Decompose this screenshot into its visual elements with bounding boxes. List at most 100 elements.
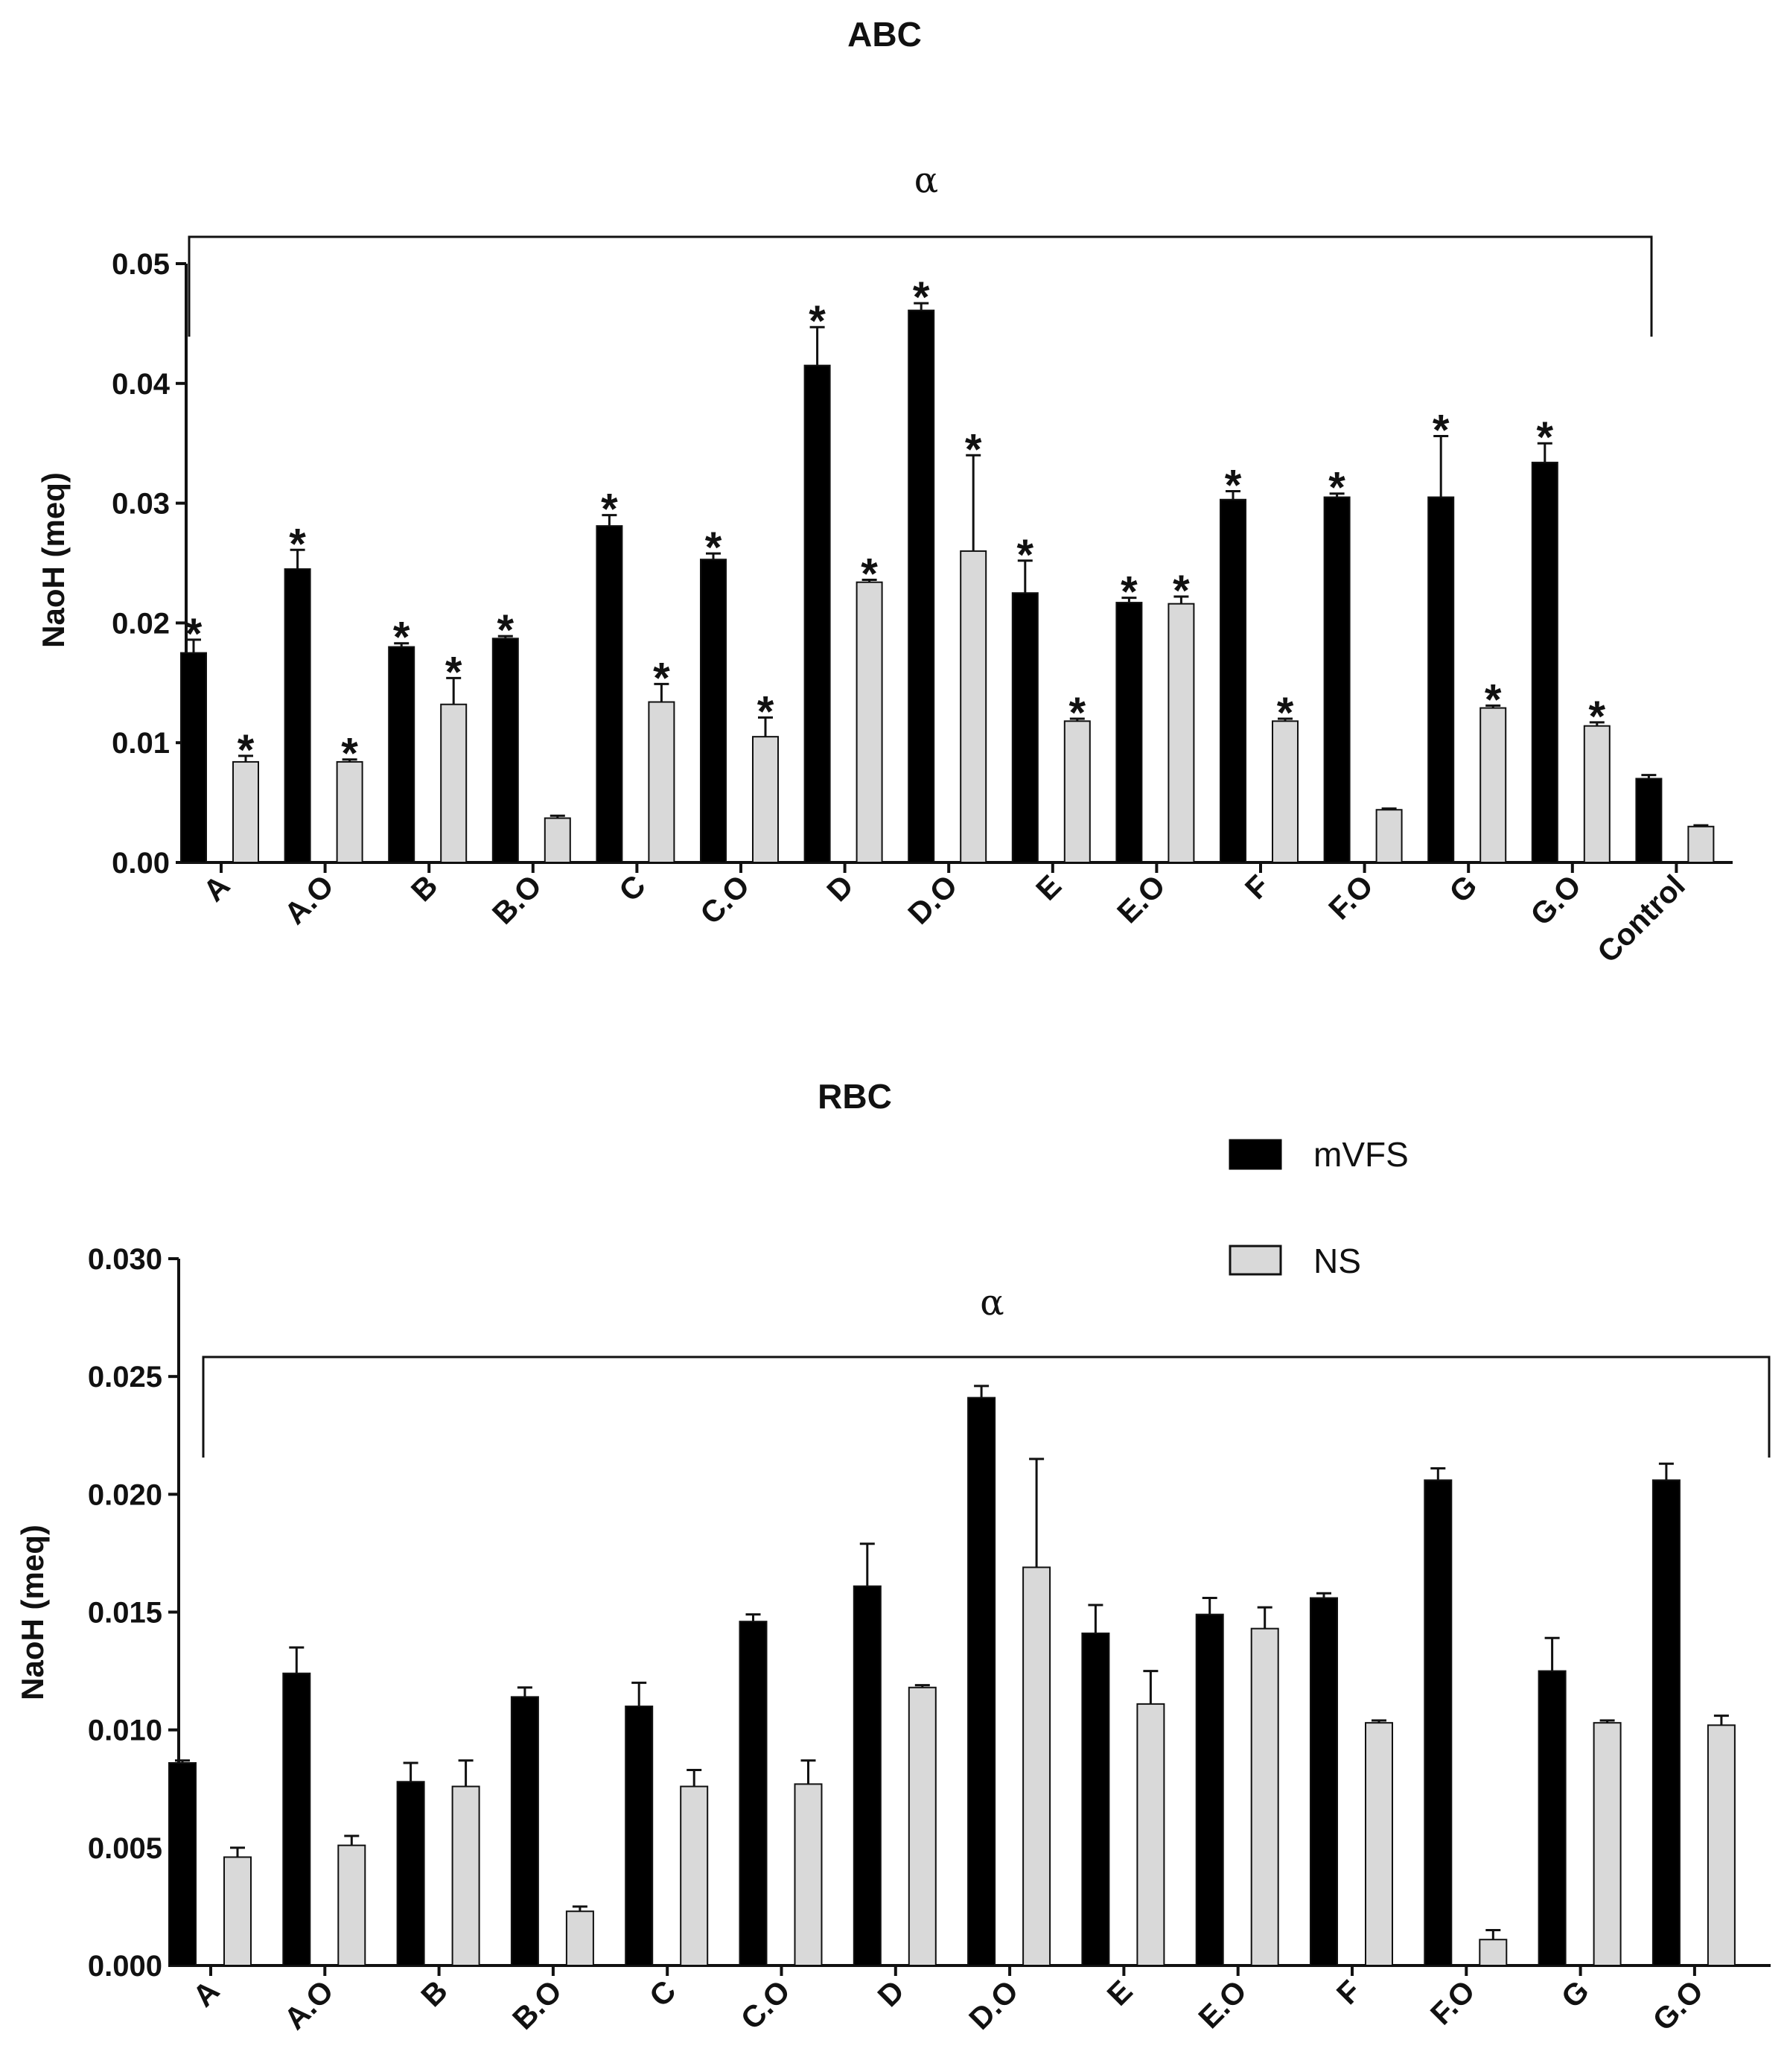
abc-x-tick-label: D	[821, 868, 860, 908]
abc-alpha-label: α	[914, 159, 938, 201]
abc-y-tick-label: 0.00	[112, 847, 170, 880]
abc-bar-mvfs	[180, 652, 207, 863]
rbc-bar-mvfs	[168, 1761, 197, 1967]
abc-significance-star: *	[393, 614, 410, 662]
abc-significance-star: *	[1173, 567, 1190, 615]
abc-significance-star: *	[653, 654, 670, 702]
rbc-bar-ns	[908, 1686, 937, 1966]
abc-bar-ns	[440, 703, 468, 864]
abc-significance-star: *	[1017, 531, 1034, 579]
rbc-bar-ns	[1479, 1939, 1508, 1967]
rbc-bar-mvfs	[625, 1706, 654, 1967]
abc-x-tick-label: A	[197, 868, 236, 908]
abc-bar-mvfs	[284, 568, 311, 863]
rbc-x-tick-label: A	[186, 1974, 226, 2013]
abc-bar-mvfs	[1220, 498, 1246, 863]
rbc-bar-ns	[1022, 1566, 1051, 1967]
abc-bar-ns	[1375, 809, 1403, 864]
abc-chart-title: ABC	[847, 15, 922, 54]
rbc-bar-mvfs	[1424, 1479, 1453, 1967]
abc-significance-bracket	[188, 235, 1653, 337]
abc-bar-ns	[1168, 603, 1195, 863]
rbc-x-tick-label: F	[1330, 1974, 1367, 2011]
abc-significance-star: *	[445, 648, 462, 696]
abc-significance-star: *	[705, 524, 722, 572]
abc-significance-star: *	[1433, 407, 1450, 455]
abc-x-tick-label: A.O	[278, 868, 340, 931]
rbc-bar-mvfs	[967, 1396, 996, 1967]
rbc-bar-mvfs	[739, 1621, 768, 1966]
abc-significance-star: *	[965, 425, 982, 474]
abc-bar-mvfs	[700, 559, 727, 864]
abc-y-axis-label: NaoH (meq)	[36, 472, 71, 648]
abc-bar-mvfs	[1011, 592, 1039, 863]
abc-significance-star: *	[1069, 689, 1086, 737]
rbc-bar-ns	[1593, 1722, 1622, 1967]
rbc-x-tick-label: D	[871, 1974, 911, 2013]
abc-bar-mvfs	[1635, 778, 1663, 863]
abc-chart: ABC NaoH (meq) 0.000.010.020.030.040.05A…	[36, 15, 1733, 969]
rbc-bar-ns	[337, 1844, 366, 1966]
abc-bar-mvfs	[491, 638, 519, 864]
rbc-x-tick-label: C	[643, 1974, 682, 2013]
rbc-bar-ns	[1136, 1703, 1165, 1967]
abc-bar-mvfs	[1115, 602, 1143, 864]
abc-significance-star: *	[1277, 689, 1294, 737]
abc-bar-mvfs	[596, 525, 623, 863]
rbc-y-tick-label: 0.015	[88, 1597, 162, 1630]
abc-x-tick-label: E	[1029, 868, 1068, 907]
abc-x-tick-label: Control	[1590, 868, 1692, 970]
rbc-bar-ns	[1365, 1722, 1393, 1967]
rbc-bar-mvfs	[853, 1585, 882, 1967]
abc-bar-ns	[232, 760, 259, 863]
abc-significance-star: *	[809, 297, 826, 346]
abc-significance-star: *	[913, 273, 930, 322]
rbc-bar-ns	[680, 1785, 709, 1966]
abc-x-tick-label: E.O	[1110, 868, 1171, 929]
rbc-chart: RBC NaoH (meq) 0.000 0.005 0.010 0.015 0.020…	[15, 1077, 1771, 2038]
rbc-y-tick-label: 0.030	[88, 1243, 162, 1276]
rbc-significance-bracket	[202, 1356, 1771, 1458]
rbc-bar-mvfs	[1081, 1632, 1110, 1966]
abc-bar-ns	[1063, 720, 1091, 863]
rbc-x-tick-label: E.O	[1192, 1974, 1253, 2035]
rbc-bar-mvfs	[1538, 1670, 1567, 1966]
rbc-x-tick-label: A.O	[278, 1974, 340, 2036]
abc-x-tick-label: G	[1442, 868, 1483, 909]
abc-bar-ns	[1479, 707, 1507, 863]
legend-swatch-mvfs	[1229, 1139, 1282, 1170]
abc-y-tick-label: 0.04	[112, 368, 171, 401]
legend-label-ns: NS	[1313, 1242, 1361, 1280]
abc-significance-star: *	[1328, 464, 1345, 512]
abc-bar-mvfs	[1323, 496, 1351, 863]
abc-significance-star: *	[289, 520, 306, 568]
legend: mVFS NS	[1229, 1135, 1409, 1280]
abc-significance-star: *	[238, 726, 255, 775]
abc-significance-star: *	[497, 606, 515, 655]
rbc-bar-ns	[565, 1910, 594, 1967]
abc-significance-star: *	[1589, 693, 1606, 741]
abc-bar-ns	[1583, 725, 1611, 863]
abc-y-tick-label: 0.01	[112, 727, 170, 760]
abc-bar-mvfs	[1531, 461, 1558, 863]
abc-significance-star: *	[1225, 462, 1242, 510]
abc-y-tick-label: 0.05	[112, 248, 170, 281]
abc-bar-ns	[752, 736, 779, 863]
rbc-x-tick-label: B.O	[506, 1974, 568, 2036]
abc-significance-star: *	[1121, 568, 1138, 617]
rbc-bar-mvfs	[282, 1672, 311, 1966]
abc-y-tick-label: 0.02	[112, 607, 170, 640]
abc-bar-ns	[336, 760, 363, 863]
rbc-bar-ns	[1707, 1724, 1736, 1967]
rbc-x-tick-label: B	[415, 1974, 454, 2013]
rbc-bar-ns	[223, 1856, 252, 1966]
abc-x-tick-label: D.O	[901, 868, 963, 931]
abc-x-tick-label: B.O	[485, 868, 548, 931]
rbc-bar-mvfs	[510, 1696, 539, 1966]
rbc-bar-mvfs	[1651, 1479, 1681, 1967]
abc-bar-mvfs	[1427, 496, 1455, 863]
abc-significance-star: *	[341, 730, 358, 778]
rbc-x-tick-label: C.O	[734, 1974, 797, 2036]
abc-significance-star: *	[1537, 413, 1554, 462]
